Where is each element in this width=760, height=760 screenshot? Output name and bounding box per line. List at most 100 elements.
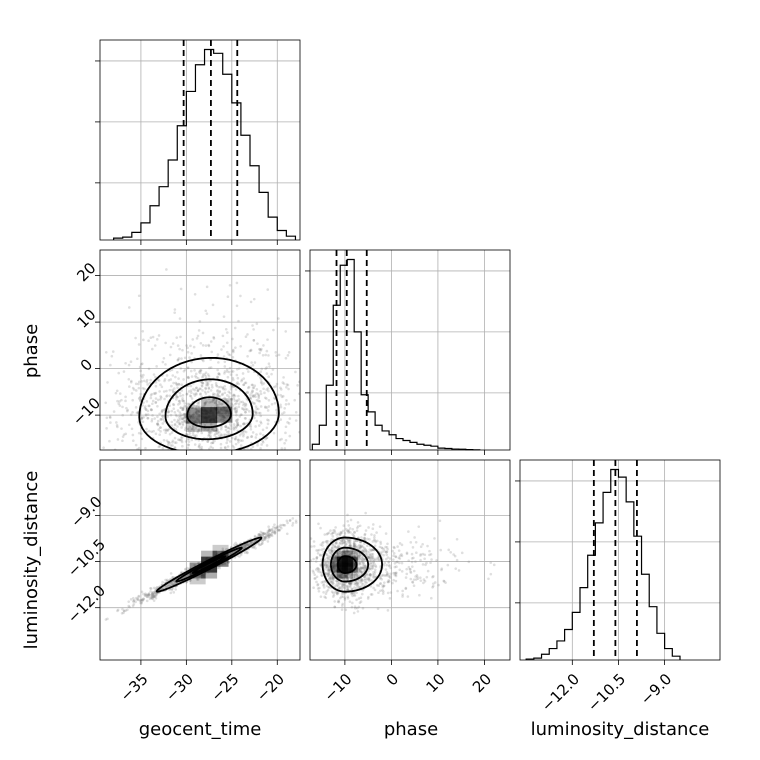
sample-point [178, 456, 181, 459]
sample-point [381, 585, 385, 589]
sample-point [232, 393, 236, 397]
sample-point [200, 395, 203, 398]
sample-point [419, 545, 423, 548]
sample-point [127, 423, 131, 427]
sample-point [285, 532, 289, 536]
sample-point [256, 443, 259, 447]
sample-point [232, 378, 235, 382]
sample-point [95, 350, 98, 353]
sample-point [387, 560, 390, 563]
sample-point [357, 555, 360, 558]
sample-point [353, 555, 357, 559]
sample-point [386, 573, 389, 576]
sample-point [268, 535, 271, 538]
sample-point [186, 566, 189, 570]
sample-point [192, 392, 196, 396]
sample-point [223, 408, 227, 411]
sample-point [277, 528, 281, 531]
sample-point [188, 572, 192, 576]
sample-point [347, 530, 351, 534]
sample-point [196, 412, 199, 416]
sample-point [207, 343, 210, 347]
sample-point [331, 577, 335, 581]
sample-point [324, 596, 328, 600]
sample-point [400, 561, 404, 565]
sample-point [235, 418, 239, 422]
sample-point [161, 360, 165, 364]
sample-point [245, 543, 249, 546]
sample-point [146, 416, 150, 420]
sample-point [270, 528, 273, 531]
sample-point [252, 339, 256, 342]
sample-point [285, 399, 288, 402]
sample-point [360, 579, 363, 583]
sample-point [343, 531, 347, 535]
sample-point [314, 577, 317, 580]
sample-point [367, 579, 371, 582]
sample-point [156, 423, 159, 426]
sample-point [186, 350, 190, 354]
sample-point [235, 401, 238, 405]
sample-point [350, 573, 354, 576]
sample-point [395, 560, 398, 564]
sample-point [237, 394, 240, 398]
sample-point [407, 565, 411, 569]
sample-point [344, 543, 348, 546]
sample-point [360, 578, 364, 582]
sample-point [354, 543, 357, 546]
sample-point [364, 575, 367, 579]
sample-point [317, 522, 320, 526]
sample-point [355, 584, 359, 587]
sample-point [190, 397, 194, 400]
sample-point [330, 532, 333, 536]
sample-point [266, 387, 270, 390]
sample-point [328, 576, 332, 580]
sample-point [207, 431, 211, 435]
sample-point [252, 395, 255, 398]
sample-point [106, 617, 109, 621]
sample-point [345, 574, 349, 578]
sample-point [285, 519, 289, 523]
sample-point [217, 434, 221, 437]
sample-point [195, 409, 199, 412]
sample-point [347, 524, 351, 527]
sample-point [336, 546, 339, 550]
sample-point [139, 363, 143, 366]
sample-point [151, 592, 154, 595]
sample-point [240, 379, 243, 383]
sample-point [236, 421, 239, 425]
sample-point [355, 558, 359, 561]
sample-point [346, 513, 349, 517]
sample-point [249, 542, 252, 546]
histogram-panel-geocent-time [95, 39, 301, 245]
sample-point [140, 601, 143, 605]
sample-point [257, 533, 261, 536]
sample-point [199, 371, 202, 375]
sample-point [182, 452, 185, 455]
sample-point [324, 572, 328, 575]
sample-point [277, 353, 281, 357]
sample-point [370, 579, 373, 582]
sample-point [287, 402, 291, 406]
sample-point [351, 587, 354, 591]
sample-point [360, 570, 364, 574]
sample-point [345, 549, 348, 553]
sample-point [412, 556, 415, 560]
sample-point [277, 529, 281, 532]
sample-point [145, 380, 148, 384]
sample-point [190, 352, 193, 355]
sample-point [194, 407, 198, 411]
sample-point [196, 388, 200, 392]
sample-point [374, 564, 377, 567]
sample-point [284, 431, 287, 435]
sample-point [236, 381, 239, 384]
sample-point [331, 581, 335, 585]
sample-point [357, 568, 361, 572]
sample-point [244, 381, 248, 385]
sample-point [220, 408, 223, 412]
sample-point [356, 570, 360, 573]
sample-point [363, 566, 367, 570]
sample-point [389, 566, 392, 570]
sample-point [286, 354, 290, 357]
sample-point [116, 399, 119, 403]
